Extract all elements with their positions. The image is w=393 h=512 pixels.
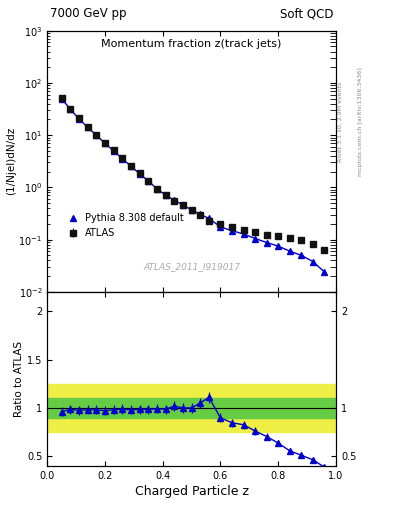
Text: mcplots.cern.ch [arXiv:1306.3436]: mcplots.cern.ch [arXiv:1306.3436] — [358, 67, 363, 176]
Pythia 8.308 default — [137, 170, 142, 177]
Pythia 8.308 default — [218, 224, 223, 230]
Pythia 8.308 default — [230, 228, 234, 234]
Pythia 8.308 default — [322, 269, 327, 275]
Pythia 8.308 default — [154, 186, 159, 192]
Pythia 8.308 default — [198, 211, 203, 218]
Pythia 8.308 default — [264, 240, 269, 246]
Legend: Pythia 8.308 default, ATLAS: Pythia 8.308 default, ATLAS — [64, 211, 185, 240]
Pythia 8.308 default — [172, 197, 176, 203]
Pythia 8.308 default — [163, 192, 168, 198]
Text: 7000 GeV pp: 7000 GeV pp — [50, 7, 127, 20]
Pythia 8.308 default — [59, 96, 64, 102]
Y-axis label: (1/Njel)dN/dz: (1/Njel)dN/dz — [6, 127, 16, 196]
Pythia 8.308 default — [146, 178, 151, 184]
Y-axis label: Ratio to ATLAS: Ratio to ATLAS — [14, 341, 24, 417]
Pythia 8.308 default — [287, 248, 292, 254]
Pythia 8.308 default — [299, 252, 304, 259]
Pythia 8.308 default — [180, 202, 185, 208]
Line: Pythia 8.308 default: Pythia 8.308 default — [59, 96, 327, 275]
Pythia 8.308 default — [207, 216, 211, 222]
Pythia 8.308 default — [241, 231, 246, 237]
Pythia 8.308 default — [77, 116, 81, 122]
Pythia 8.308 default — [120, 156, 125, 162]
Pythia 8.308 default — [253, 236, 257, 242]
Pythia 8.308 default — [129, 163, 133, 169]
Text: Soft QCD: Soft QCD — [280, 7, 333, 20]
Pythia 8.308 default — [85, 124, 90, 130]
Pythia 8.308 default — [111, 148, 116, 154]
Pythia 8.308 default — [94, 132, 99, 138]
Pythia 8.308 default — [68, 106, 73, 112]
Pythia 8.308 default — [310, 259, 315, 265]
X-axis label: Charged Particle z: Charged Particle z — [134, 485, 249, 498]
Text: ATLAS_2011_I919017: ATLAS_2011_I919017 — [143, 262, 240, 271]
Pythia 8.308 default — [276, 243, 281, 249]
Pythia 8.308 default — [189, 207, 194, 213]
Text: Rivet 3.1.10, 2.9M events: Rivet 3.1.10, 2.9M events — [338, 81, 343, 161]
Text: Momentum fraction z(track jets): Momentum fraction z(track jets) — [101, 38, 282, 49]
Pythia 8.308 default — [103, 140, 107, 146]
